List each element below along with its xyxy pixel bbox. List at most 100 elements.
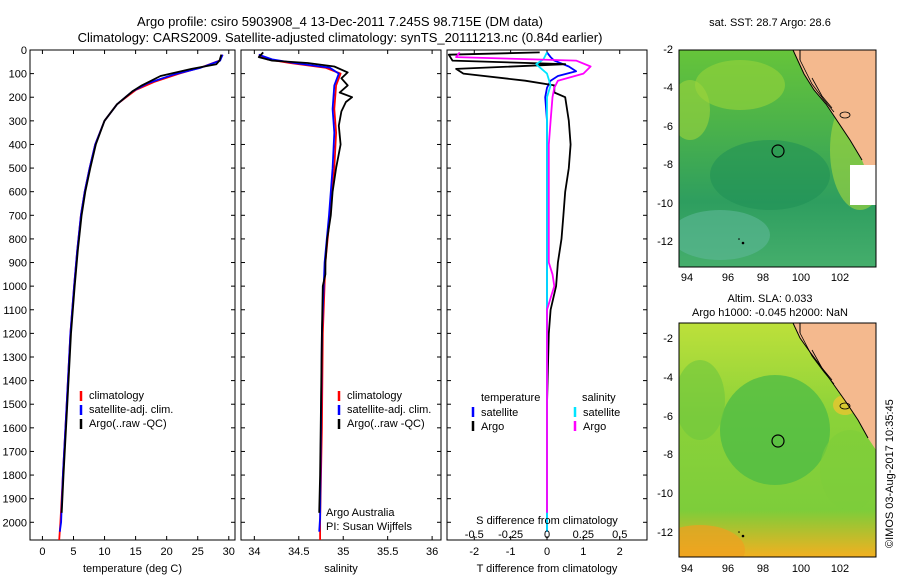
- y-tick-label: 2000: [3, 517, 27, 529]
- map-ytick: -8: [663, 159, 673, 171]
- series-line: [60, 54, 223, 513]
- x-axis-label: salinity: [324, 563, 358, 575]
- plot-frame: [29, 49, 236, 541]
- y-tick-label: 0: [21, 45, 27, 57]
- x-tick-label: 35: [337, 546, 349, 558]
- y-tick-label: 1000: [3, 281, 27, 293]
- x-tick-label: 25: [192, 546, 204, 558]
- top-tick-label: 0.25: [573, 529, 594, 541]
- x-tick-label: 34: [248, 546, 260, 558]
- legend-label: satellite-adj. clim.: [89, 404, 173, 416]
- map-xtick: 94: [681, 563, 693, 575]
- y-tick-label: 1600: [3, 423, 27, 435]
- credit-annotation: PI: Susan Wijffels: [326, 521, 412, 533]
- legend-label: Argo: [583, 421, 606, 433]
- x-tick-label: -2: [469, 546, 479, 558]
- y-tick-label: 100: [9, 69, 27, 81]
- map-ytick: -2: [663, 44, 673, 56]
- top-tick-label: -0.25: [498, 529, 523, 541]
- profile-panel-3: -2 -1 0 1 2 T difference from climatology temp…: [446, 49, 648, 575]
- y-tick-label: 1900: [3, 494, 27, 506]
- top-axis-label: S difference from climatology: [476, 515, 618, 527]
- x-tick-label: 2: [617, 546, 623, 558]
- top-tick-label: 0.5: [612, 529, 627, 541]
- map-ytick: -6: [663, 411, 673, 423]
- y-tick-label: 200: [9, 92, 27, 104]
- legend-label: satellite: [583, 407, 620, 419]
- legend-label: Argo(..raw -QC): [89, 418, 167, 430]
- top-tick-label: -0.5: [465, 529, 484, 541]
- top-tick-label: 0: [544, 529, 550, 541]
- x-tick-label: 15: [129, 546, 141, 558]
- map-xtick: 94: [681, 272, 693, 284]
- y-tick-label: 1100: [3, 305, 27, 317]
- plot-frame: [240, 49, 442, 541]
- map-ytick: -4: [663, 372, 673, 384]
- legend-label: satellite-adj. clim.: [347, 404, 431, 416]
- imos-credit: ©IMOS 03-Aug-2017 10:35:45: [884, 399, 896, 548]
- sst-map-title: sat. SST: 28.7 Argo: 28.6: [709, 17, 831, 29]
- map-ytick: -8: [663, 449, 673, 461]
- x-tick-label: 0: [39, 546, 45, 558]
- legend-header: salinity: [582, 392, 616, 404]
- sst-map-axes: 94 96 98 100 102 -2 -4 -6 -8 -10 -12: [657, 44, 849, 284]
- argo-location-marker: [771, 434, 785, 448]
- map-xtick: 102: [831, 563, 849, 575]
- x-tick-label: 30: [223, 546, 235, 558]
- figure-title-line1: Argo profile: csiro 5903908_4 13-Dec-201…: [137, 14, 543, 29]
- y-tick-label: 1500: [3, 399, 27, 411]
- y-tick-label: 1800: [3, 470, 27, 482]
- map-xtick: 100: [792, 272, 810, 284]
- map-ytick: -10: [657, 198, 673, 210]
- legend-label: Argo(..raw -QC): [347, 418, 425, 430]
- map-xtick: 100: [792, 563, 810, 575]
- profile-panel-2: 34 34.5 35 35.5 36 salinity climatology satelli…: [240, 49, 442, 575]
- map-xtick: 96: [722, 563, 734, 575]
- y-tick-label: 1700: [3, 446, 27, 458]
- sla-map-title-line1: Altim. SLA: 0.033: [728, 293, 813, 305]
- x-tick-label: 5: [70, 546, 76, 558]
- y-tick-label: 1200: [3, 328, 27, 340]
- map-ytick: -12: [657, 236, 673, 248]
- map-ytick: -10: [657, 488, 673, 500]
- credit-annotation: Argo Australia: [326, 507, 395, 519]
- x-tick-label: 0: [544, 546, 550, 558]
- x-axis-label: T difference from climatology: [477, 563, 618, 575]
- legend-label: Argo: [481, 421, 504, 433]
- x-tick-label: 34.5: [288, 546, 309, 558]
- map-ytick: -6: [663, 121, 673, 133]
- map-ytick: -2: [663, 333, 673, 345]
- profile-panels: 0100200300400500600700800900100011001200…: [3, 45, 648, 575]
- argo-location-marker: [771, 144, 785, 158]
- y-tick-label: 1300: [3, 352, 27, 364]
- y-tick-label: 400: [9, 139, 27, 151]
- x-tick-label: 20: [161, 546, 173, 558]
- x-tick-label: 35.5: [377, 546, 398, 558]
- map-xtick: 98: [757, 272, 769, 284]
- sst-map: [678, 49, 877, 268]
- land-sumatra-bottom: [793, 323, 876, 450]
- legend-label: climatology: [89, 390, 145, 402]
- y-tick-label: 900: [9, 258, 27, 270]
- series-line: [257, 51, 353, 513]
- series-line: [447, 51, 572, 513]
- y-tick-label: 600: [9, 187, 27, 199]
- map-xtick: 98: [757, 563, 769, 575]
- x-tick-label: 10: [98, 546, 110, 558]
- y-tick-label: 500: [9, 163, 27, 175]
- land-sumatra-top: [793, 50, 876, 190]
- sla-map-title-line2: Argo h1000: -0.045 h2000: NaN: [692, 307, 848, 319]
- profile-panel-1: 0100200300400500600700800900100011001200…: [3, 45, 236, 575]
- map-xtick: 96: [722, 272, 734, 284]
- y-tick-label: 800: [9, 234, 27, 246]
- map-xtick: 102: [831, 272, 849, 284]
- y-tick-label: 700: [9, 210, 27, 222]
- y-tick-label: 300: [9, 116, 27, 128]
- x-tick-label: -1: [506, 546, 516, 558]
- sla-map-axes: 94 96 98 100 102 -2 -4 -6 -8 -10 -12: [657, 333, 849, 575]
- x-tick-label: 1: [580, 546, 586, 558]
- x-axis-label: temperature (deg C): [83, 563, 182, 575]
- map-ytick: -12: [657, 527, 673, 539]
- legend-label: climatology: [347, 390, 403, 402]
